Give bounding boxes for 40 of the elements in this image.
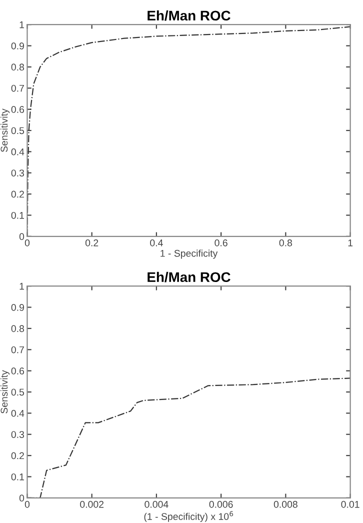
x-tick-label: 1 [348,240,353,246]
y-tick-label: 0.3 [11,170,24,176]
y-tick-label: 0.4 [11,410,24,417]
x-tick-label: 0.008 [274,500,298,508]
y-tick-label: 0.9 [11,42,24,50]
x-tick-label: 0.006 [209,500,233,508]
chart-title: Eh/Man ROC [148,10,230,21]
y-tick-label: 0.2 [11,190,24,198]
y-axis-title: Sensitivity [0,370,10,414]
y-tick-label: 1 [20,282,24,290]
y-tick-label: 0.7 [11,84,24,92]
y-tick-label: 0.3 [11,431,24,438]
y-tick-label: 0.4 [11,148,24,156]
x-tick-label: 0.6 [214,239,228,246]
y-tick-label: 0.5 [11,388,24,396]
y-tick-label: 0 [19,494,24,502]
y-tick-label: 0.7 [11,346,24,354]
x-tick-label: 0.004 [144,500,168,508]
y-tick-label: 1 [20,21,24,28]
x-axis-title: (1 - Specificity) x 10$^{6}$ [144,511,234,522]
y-tick-label: 0.5 [11,127,24,134]
x-axis-title: 1 - Specificity [160,250,218,259]
x-tick-label: 0.002 [80,500,104,508]
y-tick-label: 0.9 [11,304,24,311]
y-axis-title: Sensitivity [0,108,10,152]
x-tick-label: 0.2 [85,239,98,246]
y-tick-label: 0.2 [11,452,24,460]
y-tick-label: 0.1 [11,473,24,480]
x-tick-label: 0 [24,239,30,246]
x-tick-label: 0.4 [150,239,163,246]
y-tick-label: 0.6 [11,106,24,113]
y-tick-label: 0.6 [11,368,24,374]
x-tick-label: 0.8 [279,239,292,246]
chart-title: Eh/Man ROC [148,272,230,282]
x-tick-label: 0 [24,500,30,508]
y-tick-label: 0.8 [11,64,24,71]
y-tick-label: 0 [19,233,24,240]
y-tick-label: 0.1 [11,212,24,219]
x-tick-label: 0.01 [341,500,360,508]
y-tick-label: 0.8 [11,325,24,332]
